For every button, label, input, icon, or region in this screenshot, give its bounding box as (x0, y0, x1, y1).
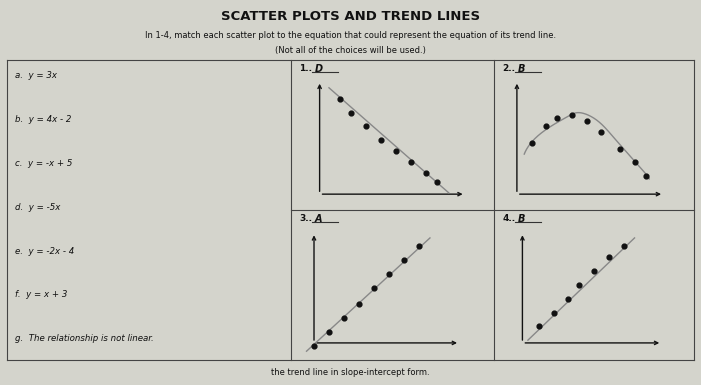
Point (413, 243, 424, 249)
Point (614, 146, 625, 152)
Text: B: B (518, 64, 526, 74)
Point (390, 148, 402, 154)
Point (376, 137, 387, 143)
Point (588, 268, 599, 274)
Text: 2..: 2.. (503, 64, 516, 72)
Point (361, 123, 372, 129)
Point (526, 140, 537, 146)
Text: A: A (315, 214, 322, 224)
Text: a.  y = 3x: a. y = 3x (15, 71, 57, 80)
Point (346, 110, 357, 116)
Point (353, 301, 365, 307)
Text: (Not all of the choices will be used.): (Not all of the choices will be used.) (275, 46, 426, 55)
Point (640, 173, 651, 179)
Text: SCATTER PLOTS AND TREND LINES: SCATTER PLOTS AND TREND LINES (221, 10, 480, 23)
Text: B: B (518, 214, 526, 224)
Text: the trend line in slope-intercept form.: the trend line in slope-intercept form. (271, 368, 430, 377)
Point (566, 112, 578, 119)
Point (603, 254, 614, 260)
Point (308, 343, 320, 349)
Point (574, 282, 585, 288)
Point (552, 115, 563, 121)
Text: g.  The relationship is not linear.: g. The relationship is not linear. (15, 334, 154, 343)
Point (432, 179, 443, 185)
Point (563, 296, 574, 302)
Text: e.  y = -2x - 4: e. y = -2x - 4 (15, 246, 75, 256)
Text: In 1-4, match each scatter plot to the equation that could represent the equatio: In 1-4, match each scatter plot to the e… (145, 31, 556, 40)
Point (421, 170, 432, 176)
Text: 1..: 1.. (299, 64, 313, 72)
Point (383, 271, 395, 277)
Point (368, 285, 379, 291)
Text: c.  y = -x + 5: c. y = -x + 5 (15, 159, 73, 168)
Point (548, 310, 559, 316)
Point (533, 323, 545, 330)
Point (618, 243, 629, 249)
Point (596, 129, 607, 135)
Point (334, 96, 346, 102)
Text: d.  y = -5x: d. y = -5x (15, 203, 61, 212)
Point (581, 118, 592, 124)
Point (629, 159, 640, 166)
Text: 3..: 3.. (299, 214, 313, 223)
Text: 4..: 4.. (503, 214, 516, 223)
Point (398, 257, 409, 263)
Point (540, 123, 552, 129)
Text: D: D (315, 64, 323, 74)
Point (323, 329, 334, 335)
Text: f.  y = x + 3: f. y = x + 3 (15, 290, 68, 300)
Point (339, 315, 350, 321)
Text: b.  y = 4x - 2: b. y = 4x - 2 (15, 115, 72, 124)
Point (406, 159, 417, 166)
